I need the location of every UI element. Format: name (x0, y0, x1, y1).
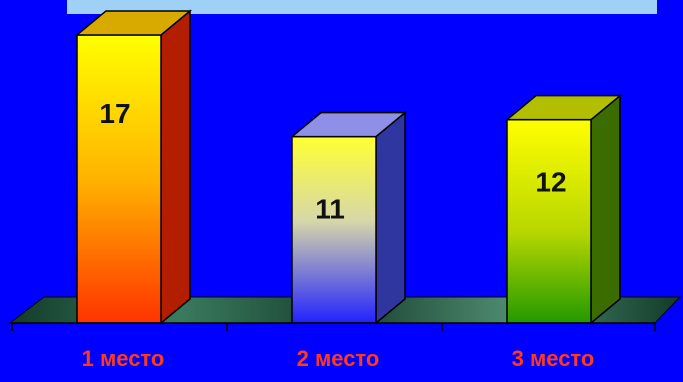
bar-3 (504, 94, 623, 325)
labels-layer: 17 1 место 11 2 место 12 3 место (11, 98, 656, 371)
bar-1-top (74, 10, 193, 36)
bar-3-front (506, 118, 592, 324)
bar-3-value-label: 12 (535, 167, 566, 198)
bar-1-side (160, 9, 191, 325)
top-band (67, 0, 657, 14)
bar-2-front (291, 135, 377, 324)
bar-2-top (289, 111, 408, 138)
bar-2-side (375, 111, 406, 325)
category-label-3: 3 место (512, 346, 595, 371)
bar-3-top (504, 94, 623, 121)
category-label-2: 2 место (297, 346, 380, 371)
bar-3-side (590, 94, 621, 325)
bar-1-value-label: 17 (99, 98, 130, 129)
bar-2 (289, 111, 408, 325)
bar-2-value-label: 11 (315, 194, 345, 225)
bars-layer (74, 9, 623, 325)
bar-1 (74, 9, 193, 325)
category-label-1: 1 место (82, 346, 165, 371)
bar-1-front (76, 34, 162, 324)
